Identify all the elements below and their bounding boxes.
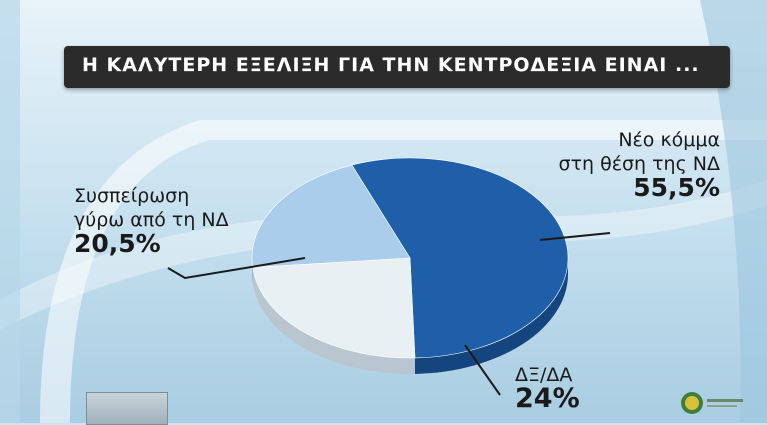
leader-line-2	[167, 257, 306, 280]
label-rally-line2: γύρω από τη ΝΔ	[74, 209, 229, 231]
chart-title: Η ΚΑΛΥΤΕΡΗ ΕΞΕΛΙΞΗ ΓΙΑ ΤΗΝ ΚΕΝΤΡΟΔΕΞΙΑ Ε…	[82, 54, 700, 76]
pie-side-1	[252, 267, 415, 374]
label-new-party: Νέο κόμμα στη θέση της ΝΔ 55,5%	[559, 128, 720, 200]
label-new-party-line2: στη θέση της ΝΔ	[558, 153, 720, 175]
pie-slice-1	[252, 257, 416, 359]
label-new-party-value: 55,5%	[633, 173, 720, 202]
pollster-emblem-icon	[681, 392, 743, 414]
pie-slice-2	[251, 164, 411, 268]
label-dxda: ΔΞ/ΔΑ 24%	[515, 363, 580, 414]
label-rally-value: 20,5%	[74, 229, 161, 258]
label-new-party-line1: Νέο κόμμα	[618, 129, 720, 151]
label-dxda-line1: ΔΞ/ΔΑ	[515, 364, 573, 386]
label-rally: Συσπείρωση γύρω από τη ΝΔ 20,5%	[74, 184, 229, 256]
leader-line-0	[539, 232, 611, 241]
pie-side-0	[414, 258, 568, 374]
label-dxda-value: 24%	[515, 383, 580, 414]
channel-logo	[86, 392, 168, 425]
title-bar: Η ΚΑΛΥΤΕΡΗ ΕΞΕΛΙΞΗ ΓΙΑ ΤΗΝ ΚΕΝΤΡΟΔΕΞΙΑ Ε…	[64, 46, 730, 88]
label-rally-line1: Συσπείρωση	[74, 185, 190, 207]
leader-line-1	[464, 344, 501, 396]
